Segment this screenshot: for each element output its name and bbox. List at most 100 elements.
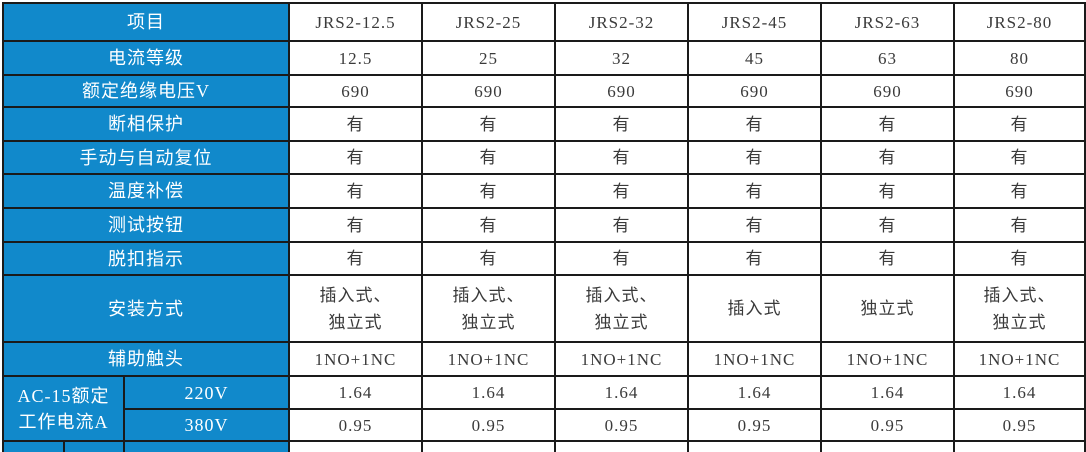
partial-data-cell [687,440,823,452]
data-cell: 有 [288,207,424,243]
data-cell: 有 [820,106,956,142]
data-cell: 690 [820,74,956,108]
data-cell: 有 [421,106,557,142]
data-cell: 有 [820,241,956,276]
column-header-cell: JRS2-80 [953,2,1086,42]
row-label-cell: 测试按钮 [1,207,291,243]
table-row: 手动与自动复位 有 有 有 有 有 有 [1,140,1086,175]
data-cell: 有 [288,173,424,209]
data-cell: 63 [820,40,956,76]
data-cell: 有 [953,173,1086,209]
data-cell: 插入式、 独立式 [953,274,1086,343]
data-cell: 有 [687,207,823,243]
data-cell: 1NO+1NC [687,341,823,377]
data-cell: 有 [687,140,823,175]
partial-data-cell [288,440,424,452]
column-header-cell: JRS2-45 [687,2,823,42]
data-cell: 1NO+1NC [421,341,557,377]
data-cell: 0.95 [554,408,690,442]
data-cell: 690 [554,74,690,108]
data-cell: 有 [421,207,557,243]
data-cell: 有 [554,207,690,243]
partial-data-cell [953,440,1086,452]
data-cell: 80 [953,40,1086,76]
data-cell: 32 [554,40,690,76]
data-cell: 有 [554,106,690,142]
data-cell: 0.95 [953,408,1086,442]
table-row: 断相保护 有 有 有 有 有 有 [1,106,1086,142]
data-cell: 1.64 [953,375,1086,410]
row-label-cell: 脱扣指示 [1,241,291,276]
table-row: 项目 JRS2-12.5 JRS2-25 JRS2-32 JRS2-45 JRS… [1,2,1086,42]
row-label-cell: 电流等级 [1,40,291,76]
data-cell: 插入式、 独立式 [288,274,424,343]
data-cell: 1NO+1NC [953,341,1086,377]
data-cell: 690 [421,74,557,108]
row-sublabel-cell: 220V [122,375,291,410]
data-cell: 有 [953,106,1086,142]
row-label-cell-ac15: AC-15额定 工作电流A [2,375,125,442]
row-label-cell: 项目 [1,2,291,42]
data-cell: 12.5 [288,40,424,76]
partial-label-cell [122,440,291,452]
partial-data-cell [554,440,690,452]
data-cell: 25 [421,40,557,76]
row-label-cell: 手动与自动复位 [1,140,291,175]
data-cell: 有 [421,173,557,209]
table-row: 电流等级 12.5 25 32 45 63 80 [1,40,1086,76]
data-cell: 1.64 [820,375,956,410]
data-cell: 有 [421,140,557,175]
row-label-cell: 额定绝缘电压V [1,74,291,108]
row-label-cell: 安装方式 [1,274,291,343]
data-cell: 插入式、 独立式 [554,274,690,343]
table-row: 脱扣指示 有 有 有 有 有 有 [1,241,1086,276]
data-cell: 有 [554,241,690,276]
data-cell: 有 [953,241,1086,276]
data-cell: 有 [687,173,823,209]
data-cell: 690 [687,74,823,108]
data-cell: 0.95 [421,408,557,442]
data-cell: 1.64 [288,375,424,410]
column-header-cell: JRS2-12.5 [288,2,424,42]
table-row: 额定绝缘电压V 690 690 690 690 690 690 [1,74,1086,108]
partial-data-cell [820,440,956,452]
table-row: 安装方式 插入式、 独立式 插入式、 独立式 插入式、 独立式 插入式 独立式 … [1,274,1086,343]
table-row-partial [2,440,1086,452]
data-cell: 有 [820,140,956,175]
data-cell: 有 [820,173,956,209]
row-label-cell: 辅助触头 [1,341,291,377]
data-cell: 插入式、 独立式 [421,274,557,343]
table-row: 380V 0.95 0.95 0.95 0.95 0.95 0.95 [3,408,1086,442]
table-row: 温度补偿 有 有 有 有 有 有 [1,173,1086,209]
table-row: 测试按钮 有 有 有 有 有 有 [1,207,1086,243]
data-cell: 690 [288,74,424,108]
data-cell: 有 [687,241,823,276]
data-cell: 有 [687,106,823,142]
data-cell: 有 [554,173,690,209]
data-cell: 1NO+1NC [554,341,690,377]
data-cell: 1.64 [554,375,690,410]
table-row: AC-15额定 工作电流A 220V 1.64 1.64 1.64 1.64 1… [2,375,1086,442]
data-cell: 0.95 [687,408,823,442]
data-cell: 1NO+1NC [288,341,424,377]
data-cell: 有 [288,140,424,175]
data-cell: 独立式 [820,274,956,343]
data-cell: 45 [687,40,823,76]
data-cell: 0.95 [820,408,956,442]
data-cell: 有 [288,106,424,142]
data-cell: 有 [421,241,557,276]
table-row: 辅助触头 1NO+1NC 1NO+1NC 1NO+1NC 1NO+1NC 1NO… [1,341,1086,377]
data-cell: 0.95 [288,408,424,442]
data-cell: 有 [288,241,424,276]
data-cell: 1NO+1NC [820,341,956,377]
column-header-cell: JRS2-63 [820,2,956,42]
data-cell: 有 [820,207,956,243]
data-cell: 有 [953,140,1086,175]
partial-label-cell [63,440,125,452]
partial-data-cell [421,440,557,452]
column-header-cell: JRS2-25 [421,2,557,42]
row-label-cell: 温度补偿 [1,173,291,209]
row-sublabel-cell: 380V [122,408,291,442]
